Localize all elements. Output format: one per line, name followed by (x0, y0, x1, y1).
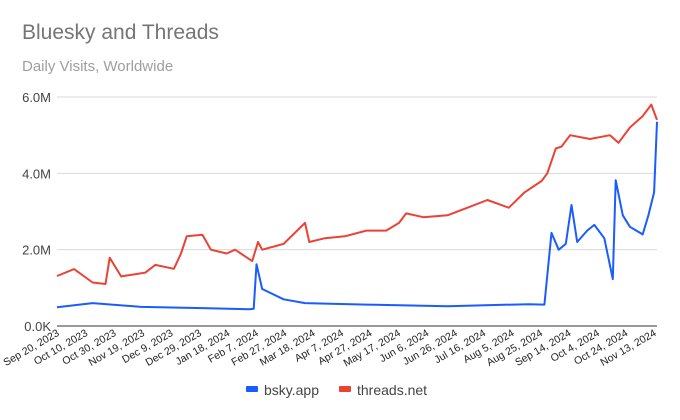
chart-subtitle: Daily Visits, Worldwide (22, 58, 174, 75)
legend-swatch (339, 386, 351, 392)
chart-title: Bluesky and Threads (22, 21, 219, 44)
y-tick-label: 0.0K (24, 319, 51, 334)
y-tick-label: 4.0M (22, 166, 51, 181)
legend-label: threads.net (357, 382, 427, 398)
y-tick-label: 6.0M (22, 90, 51, 105)
legend-label: bsky.app (264, 382, 319, 398)
series-line-bsky-app (56, 121, 658, 311)
y-tick-label: 2.0M (22, 243, 51, 258)
legend-swatch (246, 386, 258, 392)
series-line-threads-net (56, 103, 658, 285)
